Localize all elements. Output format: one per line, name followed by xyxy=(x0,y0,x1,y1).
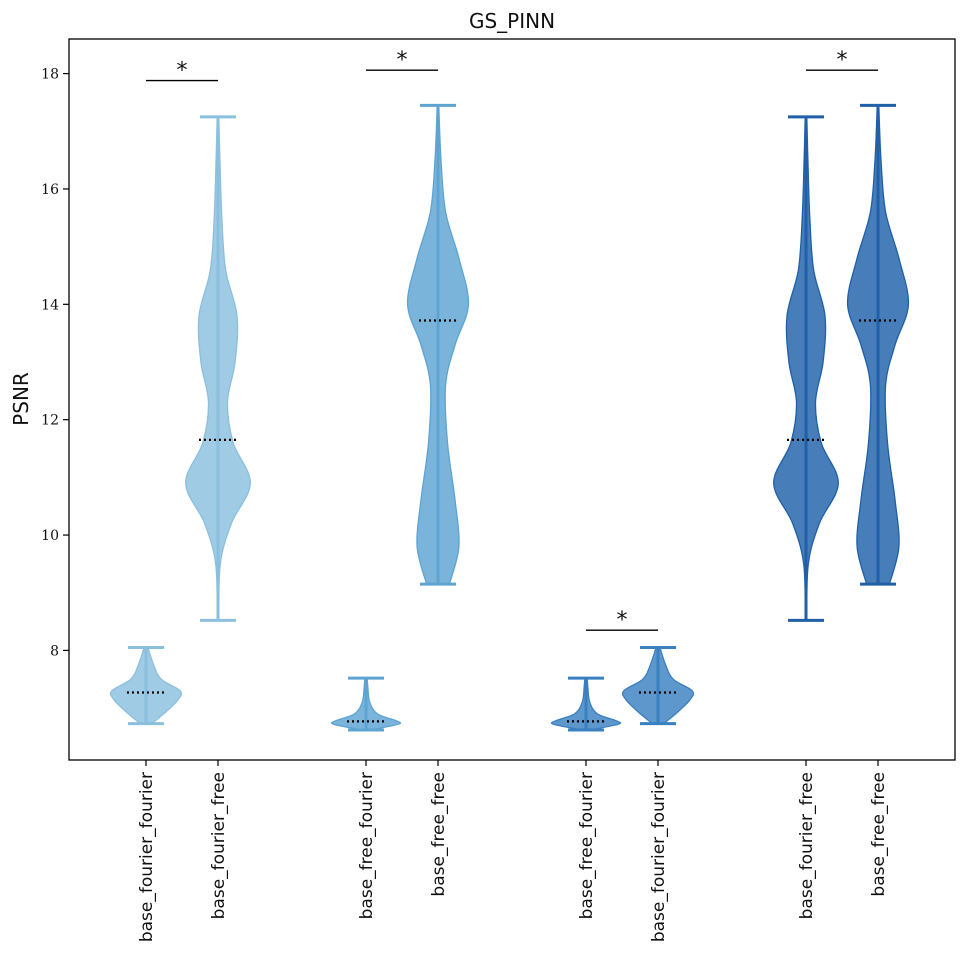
y-tick-label: 12 xyxy=(41,413,59,429)
significance-bracket: * xyxy=(366,48,438,73)
x-tick-label: base_free_fourier xyxy=(577,772,597,919)
plot-background xyxy=(69,39,955,760)
x-tick-label: base_free_free xyxy=(869,772,889,897)
x-tick-label: base_free_fourier xyxy=(357,772,377,919)
violin-6 xyxy=(621,646,695,726)
x-tick-label: base_fourier_fourier xyxy=(137,772,157,942)
chart-title: GS_PINN xyxy=(469,9,555,33)
x-axis: base_fourier_fourier base_fourier_free bas… xyxy=(137,760,889,942)
y-tick-label: 18 xyxy=(41,67,59,83)
violin-4 xyxy=(406,103,470,586)
violin-5 xyxy=(550,676,622,732)
violin-1 xyxy=(109,646,183,726)
y-axis-label: PSNR xyxy=(9,372,33,426)
y-axis: 8 10 12 14 16 18 xyxy=(41,67,69,659)
y-tick-label: 10 xyxy=(41,528,59,544)
significance-bracket: * xyxy=(146,59,218,84)
significance-star: * xyxy=(617,608,628,633)
x-tick-label: base_fourier_free xyxy=(797,772,817,919)
y-tick-label: 16 xyxy=(41,182,59,198)
y-tick-label: 8 xyxy=(50,643,59,659)
x-tick-label: base_fourier_free xyxy=(209,772,229,919)
significance-bracket: * xyxy=(586,608,658,633)
significance-annotations: * * * * xyxy=(146,48,878,633)
significance-star: * xyxy=(837,48,848,73)
x-tick-label: base_fourier_fourier xyxy=(649,772,669,942)
violin-7 xyxy=(773,115,839,622)
significance-bracket: * xyxy=(806,48,878,73)
x-tick-label: base_free_free xyxy=(429,772,449,897)
plot-frame xyxy=(68,38,956,761)
significance-star: * xyxy=(177,59,188,84)
violin-8 xyxy=(846,103,910,586)
y-tick-label: 14 xyxy=(41,297,59,313)
significance-star: * xyxy=(397,48,408,73)
violin-2 xyxy=(185,115,251,622)
violins-layer xyxy=(109,103,910,732)
violin-3 xyxy=(330,676,402,732)
